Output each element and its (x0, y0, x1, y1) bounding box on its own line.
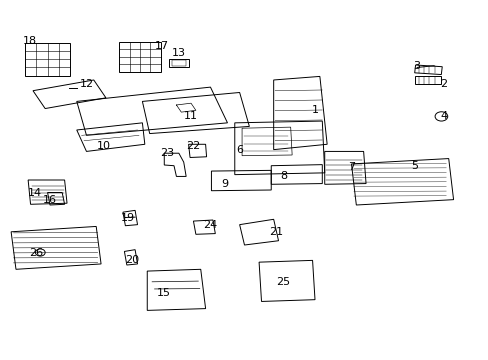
Text: 23: 23 (159, 148, 173, 158)
Text: 26: 26 (29, 248, 43, 258)
Text: 2: 2 (439, 78, 447, 89)
Bar (414, 76, 441, 84)
Text: 25: 25 (276, 277, 290, 287)
Text: 7: 7 (347, 162, 354, 172)
Text: 22: 22 (186, 141, 200, 151)
Bar (414, 65, 441, 75)
Text: 14: 14 (27, 188, 41, 198)
Bar (171, 60, 186, 66)
Text: 20: 20 (125, 255, 140, 265)
Text: 15: 15 (157, 288, 171, 297)
Text: 10: 10 (96, 141, 110, 151)
Text: 16: 16 (43, 195, 57, 204)
Text: 1: 1 (311, 105, 318, 115)
Text: 6: 6 (236, 145, 243, 155)
Text: 11: 11 (183, 111, 198, 121)
Text: 19: 19 (121, 212, 135, 222)
Text: 3: 3 (413, 61, 420, 71)
Bar (169, 59, 188, 67)
Text: 24: 24 (203, 220, 217, 230)
Text: 21: 21 (268, 227, 283, 237)
Text: 9: 9 (221, 179, 228, 189)
Text: 13: 13 (171, 48, 185, 58)
Text: 5: 5 (410, 161, 417, 171)
Text: 12: 12 (79, 78, 93, 89)
Text: 8: 8 (279, 171, 286, 181)
Text: 17: 17 (155, 41, 168, 51)
Text: 18: 18 (22, 36, 37, 46)
Text: 4: 4 (439, 111, 447, 121)
